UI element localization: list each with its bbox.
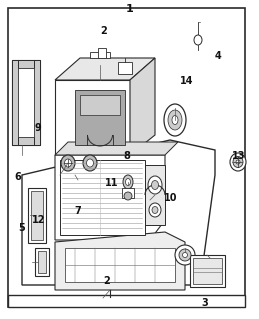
Ellipse shape — [124, 192, 132, 200]
Bar — [31, 191, 43, 240]
Polygon shape — [90, 52, 110, 58]
Text: 12: 12 — [32, 215, 45, 225]
Polygon shape — [65, 248, 175, 282]
Bar — [60, 160, 145, 235]
Text: 8: 8 — [124, 151, 130, 161]
Bar — [122, 188, 134, 198]
Ellipse shape — [236, 160, 240, 164]
Text: 2: 2 — [103, 276, 110, 286]
Ellipse shape — [183, 253, 188, 257]
Polygon shape — [55, 155, 165, 240]
Ellipse shape — [148, 176, 162, 194]
Text: 13: 13 — [232, 151, 245, 161]
Polygon shape — [55, 142, 178, 155]
Ellipse shape — [126, 179, 131, 186]
Ellipse shape — [164, 104, 186, 136]
Ellipse shape — [168, 110, 182, 130]
Text: 3: 3 — [201, 298, 208, 308]
Polygon shape — [75, 90, 125, 145]
Ellipse shape — [83, 155, 97, 171]
Polygon shape — [55, 58, 155, 80]
Polygon shape — [145, 165, 165, 225]
Text: 7: 7 — [74, 205, 81, 216]
Ellipse shape — [172, 115, 178, 124]
Bar — [35, 248, 49, 276]
Ellipse shape — [149, 203, 161, 217]
Ellipse shape — [64, 159, 71, 167]
Text: 11: 11 — [105, 178, 118, 189]
Text: 4: 4 — [214, 51, 221, 61]
Text: 14: 14 — [180, 76, 193, 86]
Text: 2: 2 — [100, 26, 107, 36]
Bar — [34, 60, 40, 145]
Text: 9: 9 — [35, 122, 42, 133]
Ellipse shape — [230, 153, 246, 171]
Polygon shape — [12, 60, 40, 145]
Polygon shape — [130, 58, 155, 155]
Polygon shape — [55, 80, 130, 155]
Polygon shape — [22, 140, 215, 285]
Ellipse shape — [123, 175, 133, 189]
Bar — [38, 251, 46, 273]
Bar — [18, 68, 34, 137]
Bar — [8, 295, 245, 307]
Ellipse shape — [175, 245, 195, 265]
Ellipse shape — [87, 159, 93, 167]
Ellipse shape — [61, 155, 75, 171]
Bar — [118, 62, 132, 74]
Bar — [28, 188, 46, 243]
Polygon shape — [55, 232, 185, 290]
Ellipse shape — [233, 157, 243, 167]
Bar — [193, 258, 222, 284]
Ellipse shape — [152, 181, 159, 189]
Bar — [12, 137, 40, 145]
Bar — [190, 255, 225, 287]
Bar — [12, 60, 40, 68]
Text: 5: 5 — [19, 223, 25, 233]
Ellipse shape — [179, 249, 191, 261]
Bar — [12, 60, 18, 145]
Bar — [98, 48, 106, 58]
Text: 10: 10 — [164, 193, 178, 203]
Text: 6: 6 — [14, 172, 21, 182]
Ellipse shape — [152, 206, 158, 213]
Polygon shape — [80, 95, 120, 115]
Ellipse shape — [194, 35, 202, 45]
Text: 1: 1 — [126, 4, 133, 14]
